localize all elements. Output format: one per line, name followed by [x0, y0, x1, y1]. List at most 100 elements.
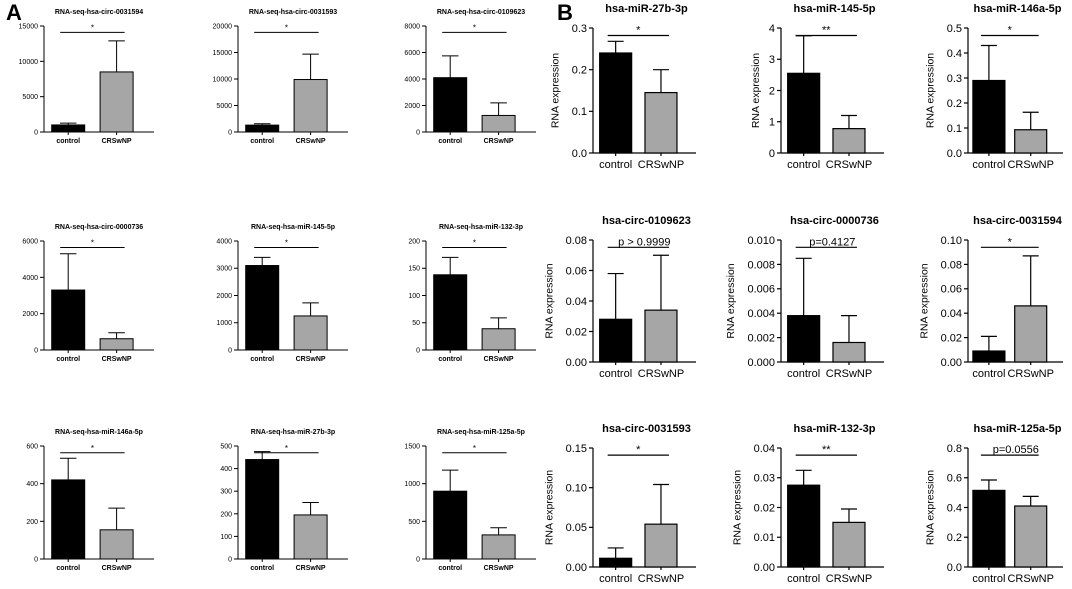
- bar-control: [51, 479, 86, 560]
- bar-crswnp: [293, 79, 328, 133]
- y-tick-label: 0.4: [947, 502, 962, 514]
- significance-label: *: [1008, 25, 1013, 37]
- significance-label: *: [91, 23, 94, 32]
- x-tick-label: control: [438, 565, 462, 572]
- y-tick-label: 400: [26, 481, 38, 488]
- y-tick-label: 0: [34, 347, 38, 354]
- bar-crswnp: [644, 309, 678, 363]
- significance-label: **: [822, 444, 831, 456]
- y-tick-label: 0: [34, 556, 38, 563]
- y-tick-label: 0.03: [754, 473, 775, 485]
- chart-title: hsa-miR-132-3p: [794, 423, 876, 435]
- y-tick-label: 0.06: [941, 284, 962, 296]
- y-tick-label: 100: [220, 534, 232, 541]
- y-tick-label: 1000: [216, 320, 232, 327]
- y-tick-label: 2000: [22, 311, 38, 318]
- y-tick-label: 0.00: [941, 357, 962, 369]
- x-tick-label: CRSwNP: [102, 138, 132, 145]
- y-tick-label: 0.3: [572, 23, 587, 35]
- bar-crswnp: [1014, 129, 1048, 154]
- x-tick-label: control: [56, 356, 80, 363]
- chart-title: hsa-circ-0031593: [602, 423, 691, 435]
- significance-label: p=0.4127: [809, 236, 855, 248]
- bar-crswnp: [1014, 305, 1048, 363]
- significance-label: *: [636, 25, 641, 37]
- y-tick-label: 0.00: [754, 562, 775, 574]
- y-tick-label: 0.006: [747, 284, 775, 296]
- chart-title: RNA-seq-hsa-circ-0109623: [437, 9, 525, 16]
- chart-title: hsa-miR-145-5p: [794, 3, 876, 15]
- bar-control: [51, 289, 86, 351]
- bar-control: [787, 484, 821, 568]
- y-tick-label: 6000: [22, 238, 38, 245]
- y-tick-label: 0: [769, 148, 775, 160]
- y-tick-label: 0: [228, 556, 232, 563]
- y-tick-label: 4: [769, 23, 775, 35]
- significance-label: p > 0.9999: [618, 236, 670, 248]
- x-tick-label: control: [438, 138, 462, 145]
- chart-3: RNA-seq-hsa-circ-0109623 0 2000 4000 6000 800…: [404, 9, 536, 145]
- y-tick-label: 0: [228, 347, 232, 354]
- chart-title: hsa-circ-0000736: [790, 215, 879, 227]
- x-tick-label: CRSwNP: [296, 138, 326, 145]
- x-tick-label: CRSwNP: [484, 138, 514, 145]
- x-tick-label: CRSwNP: [826, 573, 872, 585]
- x-tick-label: control: [250, 356, 274, 363]
- y-tick-label: 5000: [216, 103, 232, 110]
- bar-control: [787, 72, 821, 154]
- y-tick-label: 0.1: [947, 123, 962, 135]
- y-tick-label: 0.06: [566, 265, 587, 277]
- y-tick-label: 0.15: [566, 443, 587, 455]
- y-tick-label: 0: [228, 129, 232, 136]
- y-tick-label: 0.02: [941, 332, 962, 344]
- x-tick-label: CRSwNP: [484, 356, 514, 363]
- x-tick-label: control: [972, 159, 1005, 171]
- y-tick-label: 0.5: [947, 23, 962, 35]
- y-tick-label: 0.004: [747, 308, 775, 320]
- x-tick-label: control: [56, 565, 80, 572]
- y-tick-label: 0.8: [947, 443, 962, 455]
- chart-9: RNA-seq-hsa-miR-132-3p 0 50 100 150 200 contro…: [408, 224, 536, 363]
- y-tick-label: 8000: [404, 23, 420, 30]
- x-tick-label: control: [972, 573, 1005, 585]
- y-tick-label: 0: [416, 347, 420, 354]
- y-tick-label: 0.000: [747, 357, 775, 369]
- chart-18: hsa-miR-125a-5p 0.0 0.2 0.4 0.6 0.8 RNA expres…: [925, 423, 1063, 585]
- chart-11: hsa-circ-0000736 0.000 0.002 0.004 0.006 0.00…: [725, 215, 884, 380]
- y-axis-label: RNA expression: [543, 470, 555, 545]
- x-tick-label: CRSwNP: [1007, 159, 1053, 171]
- y-tick-label: 15000: [213, 50, 233, 57]
- y-tick-label: 0.010: [747, 235, 775, 247]
- y-tick-label: 300: [220, 489, 232, 496]
- y-tick-label: 3: [769, 54, 775, 66]
- y-tick-label: 200: [26, 519, 38, 526]
- y-tick-label: 50: [412, 320, 420, 327]
- y-tick-label: 200: [408, 238, 420, 245]
- y-tick-label: 4000: [22, 275, 38, 282]
- chart-title: hsa-circ-0109623: [602, 215, 691, 227]
- y-tick-label: 100: [408, 293, 420, 300]
- bar-crswnp: [293, 514, 328, 560]
- chart-title: RNA-seq-hsa-miR-132-3p: [439, 224, 523, 231]
- chart-2: RNA-seq-hsa-circ-0031593 0 5000 10000 15000 2…: [213, 9, 348, 145]
- panel-a-label: A: [6, 0, 22, 25]
- y-tick-label: 2000: [216, 293, 232, 300]
- chart-title: RNA-seq-hsa-miR-145-5p: [251, 224, 335, 231]
- bar-crswnp: [832, 128, 866, 154]
- y-tick-label: 0.0: [572, 148, 587, 160]
- y-tick-label: 0: [416, 556, 420, 563]
- chart-title: RNA-seq-hsa-circ-0031593: [249, 9, 337, 16]
- y-tick-label: 0.04: [566, 296, 587, 308]
- x-tick-label: control: [250, 138, 274, 145]
- y-tick-label: 2000: [404, 103, 420, 110]
- chart-10: hsa-circ-0109623 0.00 0.02 0.04 0.06 0.08 RNA …: [543, 215, 696, 380]
- chart-15: RNA-seq-hsa-miR-125a-5p 0 500 1000 1500 contr…: [404, 429, 536, 572]
- chart-title: hsa-miR-27b-3p: [605, 3, 688, 15]
- chart-8: RNA-seq-hsa-miR-145-5p 0 1000 2000 3000 4000 c…: [216, 224, 348, 363]
- y-tick-label: 0.05: [566, 522, 587, 534]
- significance-label: *: [473, 444, 476, 453]
- bar-control: [972, 350, 1006, 363]
- chart-title: RNA-seq-hsa-circ-0000736: [55, 224, 143, 231]
- y-tick-label: 0.08: [566, 235, 587, 247]
